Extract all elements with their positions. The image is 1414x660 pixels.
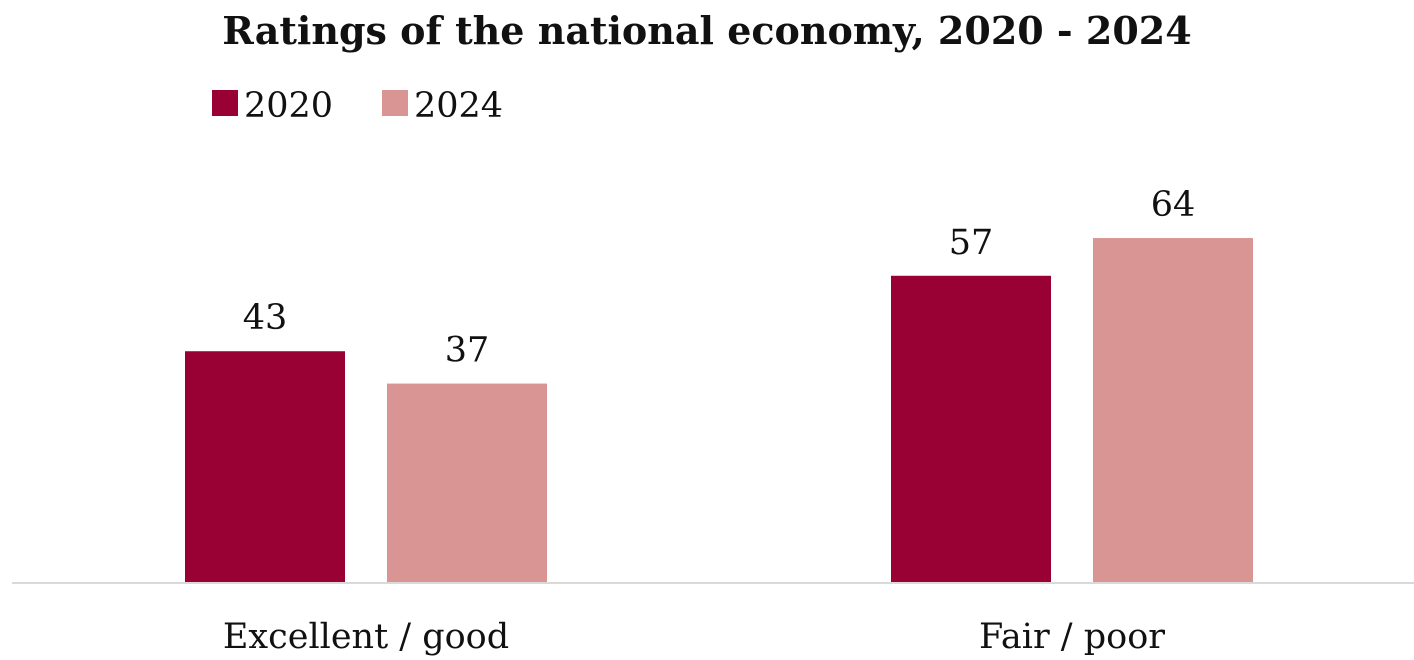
bars: 43 37 57 64 [185, 185, 1253, 584]
data-label-2020-1: 57 [949, 223, 994, 263]
data-label-2024-1: 64 [1151, 185, 1196, 225]
bar-2024-1 [1093, 238, 1253, 584]
chart-title: Ratings of the national economy, 2020 - … [222, 8, 1191, 53]
legend: 2020 2024 [212, 86, 503, 126]
bar-2020-0 [185, 351, 345, 583]
legend-swatch-2024 [382, 90, 408, 116]
legend-label-2020: 2020 [244, 86, 333, 126]
bar-2024-0 [387, 383, 547, 583]
legend-label-2024: 2024 [414, 86, 503, 126]
data-label-2020-0: 43 [243, 298, 288, 338]
category-label-1: Fair / poor [979, 617, 1165, 657]
category-labels: Excellent / good Fair / poor [223, 617, 1165, 657]
bar-2020-1 [891, 275, 1051, 583]
category-label-0: Excellent / good [223, 617, 509, 657]
legend-swatch-2020 [212, 90, 238, 116]
data-label-2024-0: 37 [445, 331, 490, 371]
